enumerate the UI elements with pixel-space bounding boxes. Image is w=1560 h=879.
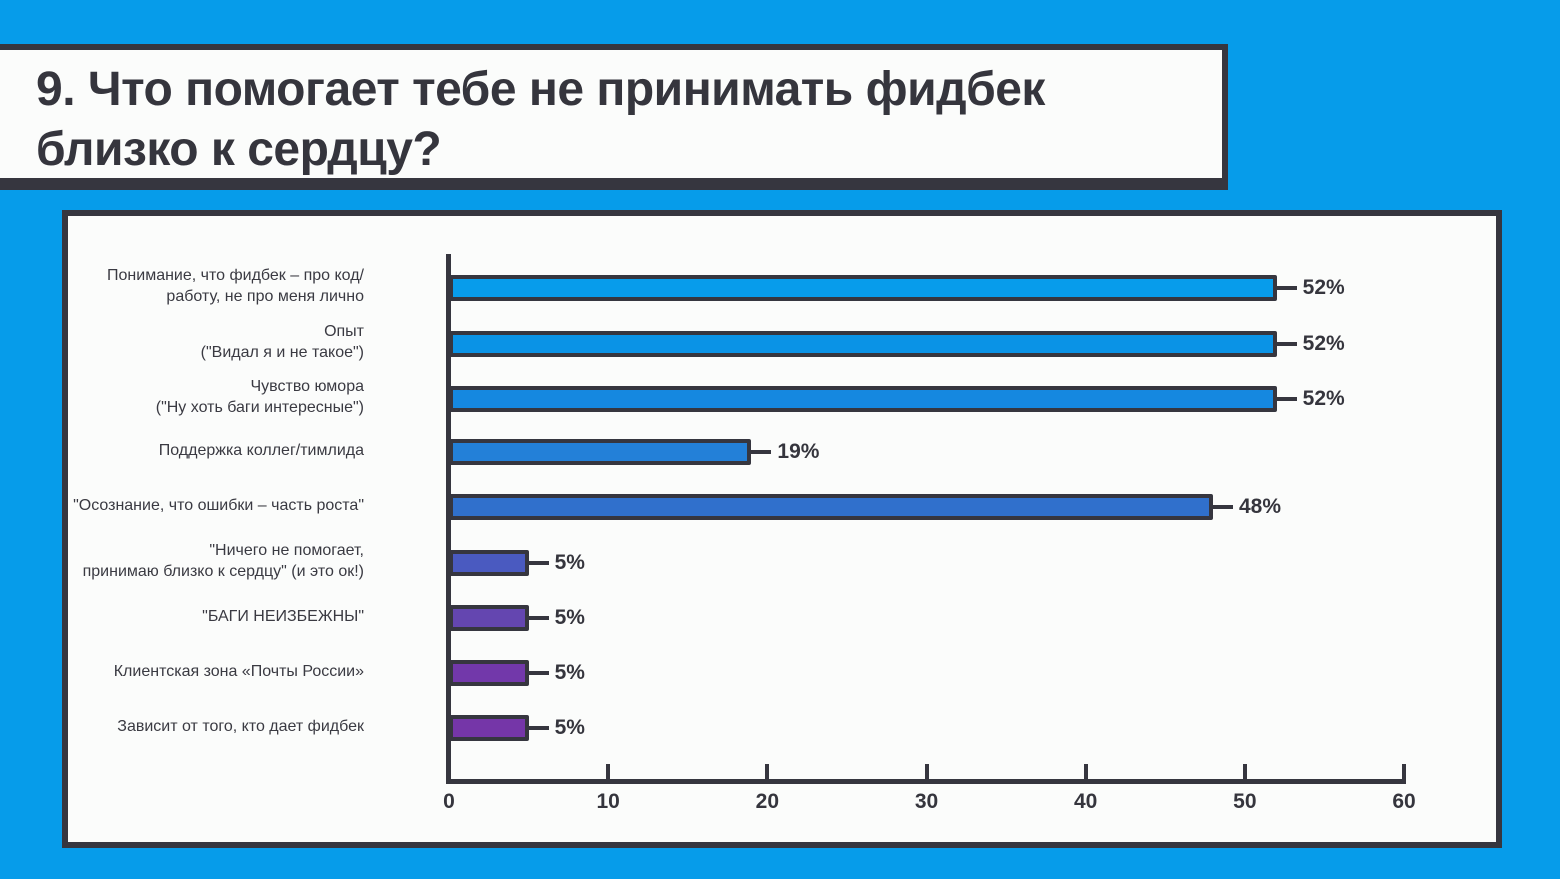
- bar: [449, 660, 529, 686]
- x-tick-label: 40: [1073, 790, 1098, 813]
- bar-value-label: 52%: [1302, 332, 1345, 355]
- value-connector: [1213, 505, 1233, 509]
- bar-value-label: 48%: [1239, 495, 1282, 518]
- x-tick: [1083, 764, 1088, 782]
- x-tick-label: 10: [596, 790, 620, 813]
- category-label: "Осознание, что ошибки – часть роста": [73, 496, 364, 514]
- value-connector: [1276, 397, 1297, 401]
- bar-value-label: 19%: [777, 440, 820, 463]
- value-connector: [528, 671, 549, 675]
- bar: [449, 386, 1277, 412]
- bar: [449, 331, 1277, 357]
- category-label: Понимание, что фидбек – про код/ работу,…: [107, 267, 364, 305]
- x-tick: [765, 764, 770, 782]
- bar: [449, 715, 529, 741]
- bar-value-label: 5%: [554, 661, 585, 684]
- x-tick: [606, 764, 611, 782]
- category-label: Клиентская зона «Почты России»: [113, 662, 364, 680]
- bar-value-label: 52%: [1302, 276, 1345, 299]
- value-connector: [528, 561, 549, 565]
- x-tick: [1242, 764, 1247, 782]
- x-tick-label: 20: [755, 790, 779, 813]
- bar: [449, 275, 1277, 301]
- category-label: Зависит от того, кто дает фидбек: [117, 717, 364, 735]
- category-label: Поддержка коллег/тимлида: [158, 441, 364, 459]
- bar-value-label: 5%: [554, 551, 585, 574]
- y-axis: [446, 254, 451, 784]
- category-label: "Ничего не помогает, принимаю близко к с…: [82, 542, 364, 580]
- chart-panel: 0 10 20 30 40 50 60 Понимание, что фидбек – про…: [62, 210, 1502, 848]
- x-tick-label: 30: [914, 790, 939, 813]
- bar-value-label: 52%: [1302, 387, 1345, 410]
- x-tick-label: 60: [1392, 790, 1416, 813]
- x-tick: [924, 764, 929, 782]
- bar-value-label: 5%: [554, 606, 585, 629]
- bar-value-label: 5%: [554, 716, 585, 739]
- category-label: Чувство юмора ("Ну хоть баги интересные"…: [155, 378, 364, 416]
- x-tick-label: 0: [443, 790, 455, 813]
- value-connector: [1276, 286, 1297, 290]
- bar: [449, 439, 752, 465]
- x-tick: [1402, 764, 1406, 782]
- value-connector: [528, 616, 549, 620]
- value-connector: [751, 450, 772, 454]
- category-label: Опыт ("Видал я и не такое"): [200, 323, 364, 361]
- page-title: 9. Что помогает тебе не принимать фидбек…: [36, 63, 1045, 176]
- x-tick-label: 50: [1233, 790, 1257, 813]
- bar: [449, 605, 529, 631]
- bar: [449, 494, 1213, 520]
- value-connector: [1276, 342, 1297, 346]
- value-connector: [528, 726, 549, 730]
- bar: [449, 550, 529, 576]
- category-label: "БАГИ НЕИЗБЕЖНЫ": [202, 607, 364, 625]
- title-panel: 9. Что помогает тебе не принимать фидбек…: [0, 44, 1228, 190]
